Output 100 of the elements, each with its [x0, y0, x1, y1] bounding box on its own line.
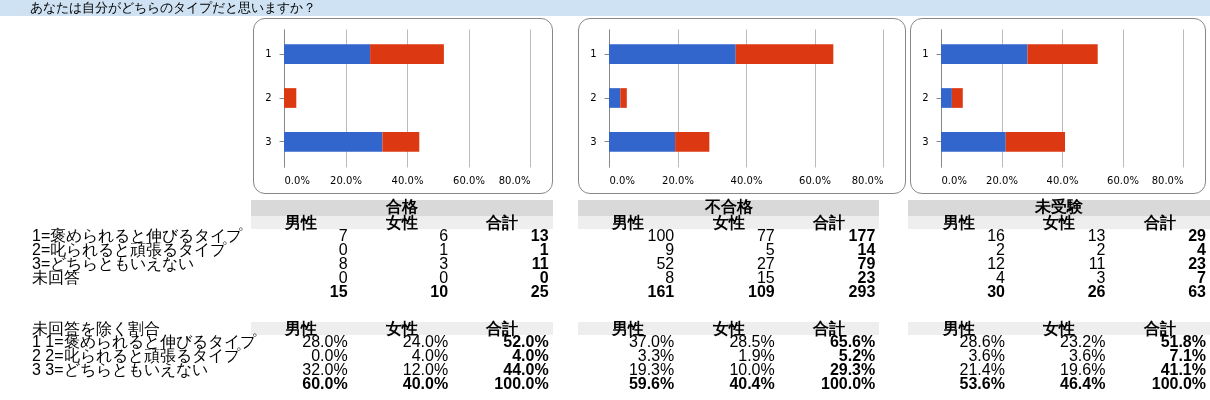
text: 15: [756, 269, 775, 286]
text: 女性: [712, 214, 745, 231]
data-label: 14: [856, 241, 877, 258]
y-tick-label: 2: [265, 92, 272, 103]
data-label: 13: [1087, 227, 1106, 244]
data-label: 19.3%: [627, 361, 676, 378]
text: 男性: [285, 214, 318, 231]
data-label: 79: [856, 255, 877, 272]
data-label: 29.3%: [829, 361, 877, 378]
data-label: 6: [439, 227, 449, 244]
data-label: 12.0%: [401, 361, 450, 378]
data-label: 4: [996, 269, 1006, 286]
data-label: 0: [338, 269, 349, 286]
text: 男性: [285, 320, 318, 337]
y-tick-label: 1: [265, 48, 272, 60]
text: 26: [1087, 283, 1106, 300]
text: 男性: [942, 214, 975, 231]
data-label: 0: [539, 269, 550, 286]
data-label: 32.0%: [301, 361, 349, 378]
y-tick-label: 3: [590, 135, 597, 147]
data-label: 1: [539, 241, 550, 258]
text: 100.0%: [820, 375, 876, 392]
data-label: 19.6%: [1059, 361, 1107, 378]
text: 100.0%: [1151, 375, 1206, 392]
y-tick-label: 2: [922, 92, 929, 103]
data-label: 3: [438, 255, 450, 272]
text: 161: [647, 283, 675, 300]
data-label: 7: [338, 227, 348, 244]
data-label: 5.2%: [838, 347, 877, 364]
x-tick-label: 20.0%: [330, 174, 362, 186]
text: 46.4%: [1060, 375, 1106, 392]
y-tick-label: 3: [922, 135, 929, 147]
x-tick-label: 40.0%: [391, 174, 424, 186]
data-label: 7.1%: [1169, 347, 1207, 364]
text: 60.0%: [302, 375, 348, 392]
data-label: 4.0%: [512, 347, 550, 364]
x-tick-label: 40.0%: [730, 174, 763, 186]
data-label: 77: [756, 227, 775, 244]
data-label: 12: [986, 255, 1006, 272]
text: 100.0%: [494, 375, 549, 392]
y-tick-label: 1: [590, 48, 597, 60]
data-label: 8: [665, 269, 676, 286]
data-label: 11: [530, 255, 550, 272]
text: 女性: [1043, 214, 1076, 231]
data-label: 1: [438, 241, 450, 258]
y-tick-label: 3: [265, 135, 272, 147]
x-tick-label: 20.0%: [986, 174, 1018, 186]
text: 30: [987, 283, 1005, 300]
text: あなたは自分がどちらのタイプだと思いますか？: [30, 0, 316, 16]
data-label: 9: [665, 241, 676, 258]
category-label: 未回答: [31, 269, 81, 286]
data-label: 23: [857, 269, 877, 286]
x-tick-label: 80.0%: [498, 174, 531, 186]
data-label: 52: [655, 255, 676, 272]
text: 男性: [612, 214, 644, 231]
data-label: 7: [1197, 269, 1207, 286]
data-label: 21.4%: [958, 361, 1006, 378]
text: 合計: [1143, 214, 1176, 231]
data-label: 5: [765, 241, 776, 258]
data-label: 0: [337, 241, 349, 258]
text: 109: [748, 283, 775, 300]
y-tick-label: 2: [590, 92, 597, 103]
text: 不合格: [704, 198, 753, 215]
data-label: 0.0%: [311, 347, 349, 364]
x-tick-label: 40.0%: [1046, 174, 1079, 186]
data-label: 13: [530, 227, 549, 244]
text: 293: [848, 283, 876, 300]
data-label: 4.0%: [411, 347, 450, 364]
data-label: 44.0%: [503, 361, 550, 378]
x-tick-label: 60.0%: [453, 174, 485, 186]
data-label: 1.9%: [738, 347, 776, 364]
data-label: 41.1%: [1160, 361, 1207, 378]
x-tick-label: 80.0%: [1151, 174, 1184, 186]
x-tick-label: 20.0%: [662, 174, 694, 186]
text: 未受験: [1035, 198, 1084, 215]
data-label: 10.0%: [728, 361, 776, 378]
text: 40.0%: [402, 375, 449, 392]
data-label: 3.6%: [968, 347, 1006, 364]
x-tick-label: 0.0%: [941, 174, 967, 186]
y-tick-label: 1: [922, 48, 929, 60]
data-label: 4: [1197, 241, 1207, 258]
data-label: 8: [337, 255, 349, 272]
text: 59.6%: [628, 375, 675, 392]
text: 合計: [813, 214, 846, 231]
text: 女性: [385, 214, 418, 231]
x-tick-label: 0.0%: [609, 174, 635, 186]
data-label: 177: [848, 227, 876, 244]
x-tick-label: 60.0%: [1107, 174, 1139, 186]
text: 25: [530, 283, 549, 300]
text: 53.6%: [959, 375, 1005, 392]
data-label: 27: [755, 255, 776, 272]
text: 10: [430, 283, 449, 300]
data-label: 29: [1188, 227, 1206, 244]
data-label: 2: [996, 241, 1006, 258]
x-tick-label: 60.0%: [799, 174, 831, 186]
x-tick-label: 80.0%: [851, 174, 884, 186]
text: 40.4%: [729, 375, 775, 392]
data-label: 3.3%: [637, 347, 676, 364]
data-label: 2: [1096, 241, 1107, 258]
data-label: 23: [1187, 255, 1207, 272]
